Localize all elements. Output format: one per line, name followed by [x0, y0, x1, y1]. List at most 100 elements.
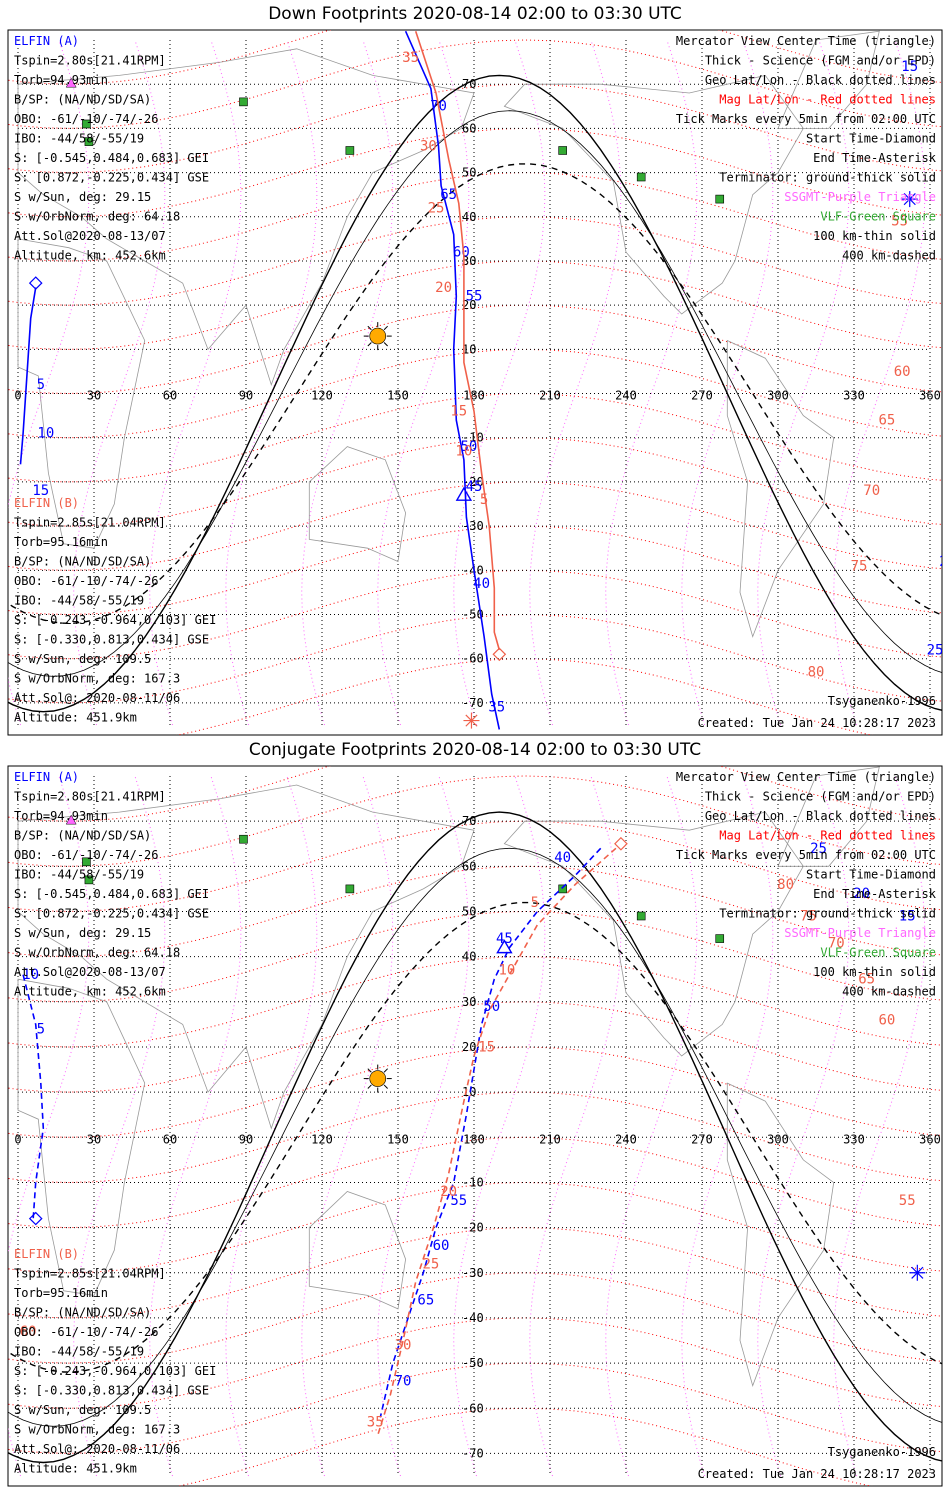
lat-tick-label: -20 — [462, 1221, 484, 1235]
mag-lat-line — [8, 1227, 942, 1319]
elfin-a-info: Att.Sol@2020-08-13/07 — [14, 965, 166, 979]
start-diamond-marker — [28, 1211, 43, 1226]
legend-entry: VLF-Green Square — [820, 946, 936, 960]
continent-outline — [777, 766, 880, 867]
lon-tick-label: 240 — [615, 1132, 637, 1146]
legend-entry: Geo Lat/Lon - Black dotted lines — [705, 809, 936, 823]
legend-entry: Mercator View Center Time (triangle) — [676, 34, 936, 48]
elfin-a-info: IBO: -44/58/-55/19 — [14, 868, 144, 882]
mag-lat-line — [8, 1362, 942, 1454]
track-time-label: 65 — [858, 972, 875, 988]
footprint-track-elfin-b — [376, 847, 617, 1436]
track-time-label: 70 — [828, 936, 845, 952]
created-timestamp: Created: Tue Jan 24 10:28:17 2023 — [698, 716, 936, 730]
mag-lat-line — [8, 1091, 942, 1184]
track-time-label: 20 — [435, 280, 452, 296]
legend-entry: Terminator: ground-thick solid — [719, 171, 936, 185]
mag-lat-line — [8, 1046, 942, 1138]
model-label: Tsyganenko-1996 — [828, 1445, 936, 1459]
mag-lat-line — [8, 1272, 942, 1364]
track-time-label: 35 — [367, 1414, 384, 1430]
elfin-a-info: B/SP: (NA/ND/SD/SA) — [14, 829, 151, 843]
ssgmt-station-triangle — [66, 756, 76, 765]
track-time-label: 75 — [851, 558, 868, 574]
elfin-b-info: Att.Sol@: 2020-08-11/06 — [14, 691, 180, 705]
elfin-a-info: S w/OrbNorm, deg: 64.18 — [14, 946, 180, 960]
mag-lon-line — [301, 775, 394, 1477]
elfin-a-info: Att.Sol@2020-08-13/07 — [14, 229, 166, 243]
footprint-track-elfin-b — [414, 30, 501, 651]
lon-tick-label: 240 — [615, 389, 637, 403]
terminator-100km — [8, 847, 942, 1427]
lon-tick-label: 210 — [539, 1132, 561, 1146]
legend-entry: Mag Lat/Lon - Red dotted lines — [719, 93, 936, 107]
elfin-a-info: S w/OrbNorm, deg: 64.18 — [14, 210, 180, 224]
elfin-b-info: S: [-0.243,-0.964,0.103] GEI — [14, 1364, 216, 1378]
mag-lat-line — [8, 1181, 942, 1274]
track-time-label: 60 — [453, 245, 470, 261]
legend-entry: VLF-Green Square — [820, 210, 936, 224]
continent-outline — [726, 339, 835, 638]
footprint-track-elfin-a — [22, 847, 602, 1418]
continent-outline — [503, 74, 804, 315]
lat-tick-label: 70 — [462, 814, 476, 828]
elfin-b-info: S: [-0.243,-0.964,0.103] GEI — [14, 613, 216, 627]
lon-tick-label: 90 — [239, 1132, 253, 1146]
mag-lat-line — [8, 820, 942, 913]
lon-tick-label: 330 — [843, 389, 865, 403]
legend-entry: SSGMT-Purple Triangle — [784, 926, 936, 940]
track-time-label: 65 — [879, 412, 896, 428]
elfin-a-info: IBO: -44/58/-55/19 — [14, 132, 144, 146]
track-time-label: 25 — [423, 1256, 440, 1272]
mag-lon-line — [73, 39, 166, 726]
mag-lon-line — [225, 39, 318, 726]
elfin-a-info: Tspin=2.80s[21.41RPM] — [14, 54, 166, 68]
elfin-a-info: S: [-0.545,0.484,0.683] GEI — [14, 887, 209, 901]
track-time-label: 75 — [800, 909, 817, 925]
elfin-b-info: Tspin=2.85s[21.04RPM] — [14, 1267, 166, 1281]
vlf-station-square — [84, 875, 94, 885]
lat-tick-label: -40 — [462, 1311, 484, 1325]
legend-entry: SSGMT-Purple Triangle — [784, 190, 936, 204]
elfin-b-info: S: [-0.330,0.813,0.434] GSE — [14, 1384, 209, 1398]
end-asterisk-marker — [909, 1264, 926, 1281]
track-time-label: 60 — [20, 1324, 37, 1340]
mag-lon-line — [453, 39, 546, 726]
lat-tick-label: 30 — [462, 995, 476, 1009]
elfin-b-info: S w/Sun, deg: 109.5 — [14, 652, 151, 666]
track-time-label: 20 — [440, 1184, 457, 1200]
vlf-station-square — [82, 119, 91, 129]
created-timestamp: Created: Tue Jan 24 10:28:17 2023 — [698, 1467, 936, 1481]
vlf-station-square — [84, 137, 94, 146]
terminator-400km — [8, 163, 942, 624]
mag-lon-line — [605, 39, 698, 726]
ssgmt-station-triangle — [65, 77, 77, 88]
elfin-a-info: S w/Sun, deg: 29.15 — [14, 926, 151, 940]
track-time-label: 15 — [901, 59, 918, 75]
mag-lon-line — [377, 775, 470, 1477]
continent-outline — [17, 48, 475, 386]
track-time-label: 10 — [499, 963, 516, 979]
end-asterisk-marker — [901, 191, 918, 208]
lon-tick-label: 270 — [691, 389, 713, 403]
track-time-label: 20 — [939, 554, 950, 570]
legend-entry: 100 km-thin solid — [813, 229, 936, 243]
continent-outline — [17, 978, 146, 1296]
legend-entry: Geo Lat/Lon - Black dotted lines — [705, 73, 936, 87]
lon-tick-label: 180 — [463, 1132, 485, 1146]
lon-tick-label: 360 — [919, 389, 941, 403]
lon-tick-label: 0 — [14, 1132, 21, 1146]
vlf-station-square — [239, 97, 248, 107]
map-area: 0 30 60 90 120 150 180 210 240 270 300 330 360 -70 -60… — [8, 756, 942, 1486]
lat-tick-label: -40 — [462, 563, 484, 577]
track-time-label: 70 — [395, 1374, 412, 1390]
elfin-b-info: IBO: -44/58/-55/19 — [14, 1345, 144, 1359]
track-time-label: 65 — [417, 1292, 434, 1308]
track-time-label: 20 — [853, 886, 870, 902]
legend-entry: End Time-Asterisk — [813, 887, 937, 901]
lon-tick-label: 120 — [311, 389, 333, 403]
ssgmt-station-triangle — [65, 814, 77, 825]
elfin-b-info: Att.Sol@: 2020-08-11/06 — [14, 1442, 180, 1456]
track-time-label: 30 — [420, 138, 437, 154]
